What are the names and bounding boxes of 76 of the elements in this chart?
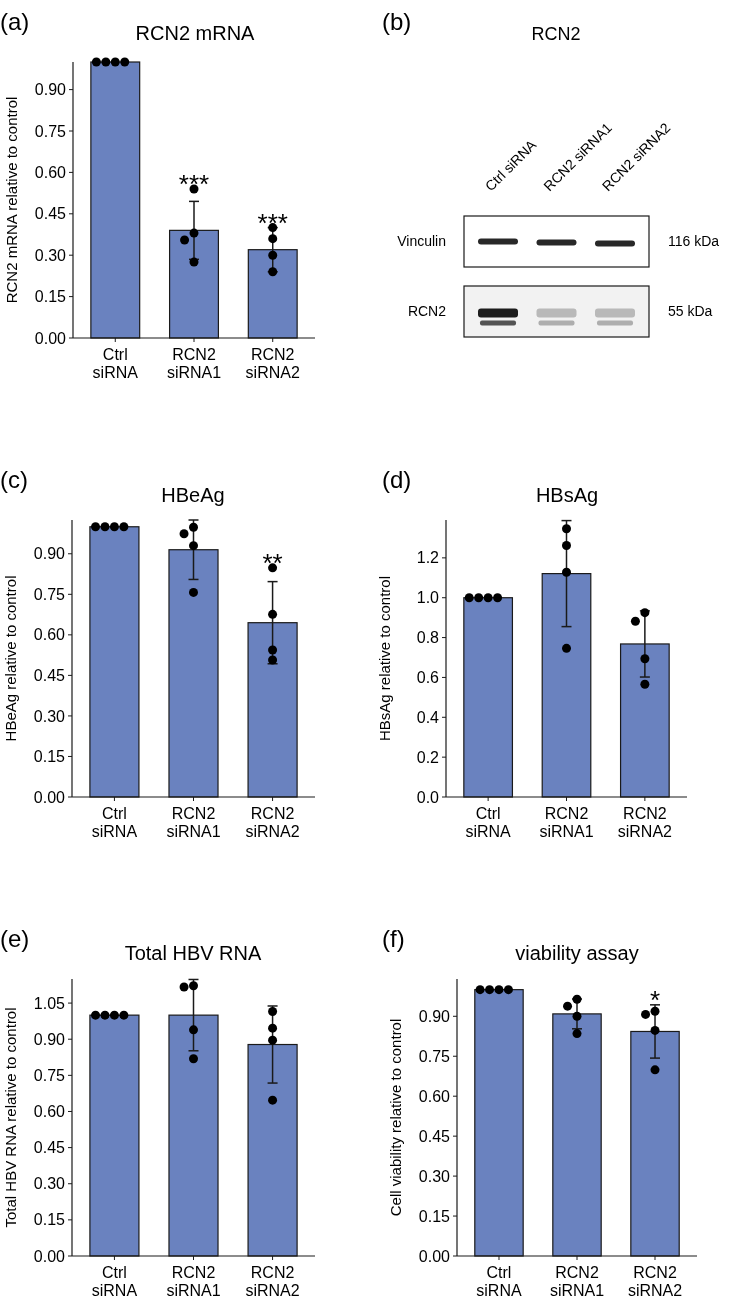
- y-tick-label: 0.45: [33, 666, 66, 684]
- y-tick-label: 0.30: [34, 246, 67, 264]
- y-tick-label: 0.00: [418, 1247, 451, 1265]
- category-label: 55 kDa: [668, 303, 713, 320]
- text: (d): [382, 466, 412, 493]
- x-tick-label: Ctrl siRNA: [465, 805, 512, 840]
- x-tick-label: RCN2 siRNA2: [245, 1264, 300, 1299]
- y-tick-label: 0.2: [416, 748, 440, 766]
- y-axis-title: HBeAg relative to control: [2, 575, 19, 742]
- category-label: 116 kDa: [668, 233, 720, 250]
- y-axis-title: HBsAg relative to control: [376, 575, 393, 742]
- y-tick-label: 0.75: [33, 1066, 66, 1084]
- x-tick-label: RCN2 siRNA1: [166, 805, 221, 840]
- chart-title: Total HBV RNA: [124, 942, 263, 964]
- category-label: RCN2: [407, 303, 446, 320]
- y-tick-label: 0.0: [416, 788, 440, 806]
- y-tick-label: 0.6: [416, 669, 440, 687]
- annotation: **: [262, 547, 283, 578]
- y-tick-label: 0.75: [418, 1047, 451, 1065]
- y-tick-label: 0.8: [416, 629, 440, 647]
- y-tick-label: 0.00: [33, 1247, 66, 1265]
- y-tick-label: 0.30: [33, 707, 66, 725]
- x-tick-label: Ctrl siRNA: [91, 1264, 138, 1299]
- y-tick-label: 0.45: [34, 205, 67, 223]
- y-tick-label: 0.4: [416, 708, 440, 726]
- x-tick-label: RCN2 siRNA1: [549, 1264, 605, 1299]
- y-tick-label: 0.30: [418, 1167, 451, 1185]
- y-tick-label: 0.15: [418, 1207, 451, 1225]
- annotation: ***: [178, 168, 210, 199]
- chart-title: HBeAg: [161, 484, 225, 506]
- y-tick-label: 0.15: [34, 288, 67, 306]
- y-tick-label: 0.30: [33, 1175, 66, 1193]
- y-tick-label: 1.05: [33, 994, 66, 1012]
- x-tick-label: RCN2 siRNA1: [166, 346, 222, 381]
- text: (a): [0, 8, 30, 35]
- y-axis-title: Cell viability relative to control: [387, 1018, 404, 1217]
- y-tick-label: 0.90: [33, 545, 66, 563]
- text: RCN2: [531, 24, 581, 44]
- y-tick-label: 0.60: [33, 1103, 66, 1121]
- x-tick-label: RCN2 siRNA1: [539, 805, 594, 840]
- x-tick-label: RCN2 siRNA2: [245, 346, 300, 381]
- y-tick-label: 0.15: [33, 748, 66, 766]
- y-tick-label: 0.90: [418, 1007, 451, 1025]
- text: (e): [0, 925, 30, 952]
- y-tick-label: 0.00: [33, 788, 66, 806]
- chart-title: viability assay: [515, 942, 639, 964]
- x-tick-label: RCN2 siRNA2: [627, 1264, 683, 1299]
- x-tick-label: Ctrl siRNA: [92, 346, 139, 381]
- x-tick-label: RCN2 siRNA2: [245, 805, 300, 840]
- y-tick-label: 0.45: [33, 1139, 66, 1157]
- y-tick-label: 0.75: [33, 585, 66, 603]
- text: (f): [382, 925, 405, 952]
- x-tick-label: Ctrl siRNA: [91, 805, 138, 840]
- y-axis-title: Total HBV RNA relative to control: [2, 1007, 19, 1228]
- y-tick-label: 0.15: [33, 1211, 66, 1229]
- x-tick-label: RCN2 siRNA2: [617, 805, 673, 840]
- x-tick-label: RCN2 siRNA1: [166, 1264, 221, 1299]
- y-tick-label: 0.90: [33, 1030, 66, 1048]
- y-tick-label: 0.60: [34, 164, 67, 181]
- y-tick-label: 0.75: [34, 122, 67, 140]
- y-tick-label: 1.2: [416, 549, 440, 567]
- annotation: *: [649, 984, 661, 1015]
- annotation: ***: [257, 207, 288, 238]
- y-tick-label: 1.0: [416, 589, 440, 607]
- category-label: Vinculin: [397, 233, 446, 250]
- y-tick-label: 0.60: [33, 626, 66, 644]
- y-tick-label: 0.90: [34, 81, 67, 99]
- chart-title: RCN2 mRNA: [135, 22, 256, 44]
- y-tick-label: 0.45: [418, 1127, 451, 1145]
- text: (b): [382, 8, 412, 35]
- y-axis-title: RCN2 mRNA relative to control: [3, 96, 20, 304]
- x-tick-label: Ctrl siRNA: [476, 1264, 522, 1299]
- text: (c): [0, 466, 28, 493]
- y-tick-label: 0.00: [34, 329, 67, 347]
- y-tick-label: 0.60: [418, 1087, 451, 1105]
- chart-title: HBsAg: [535, 484, 599, 506]
